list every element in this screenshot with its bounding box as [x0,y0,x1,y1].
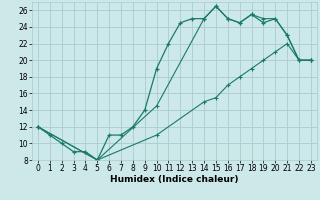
X-axis label: Humidex (Indice chaleur): Humidex (Indice chaleur) [110,175,239,184]
